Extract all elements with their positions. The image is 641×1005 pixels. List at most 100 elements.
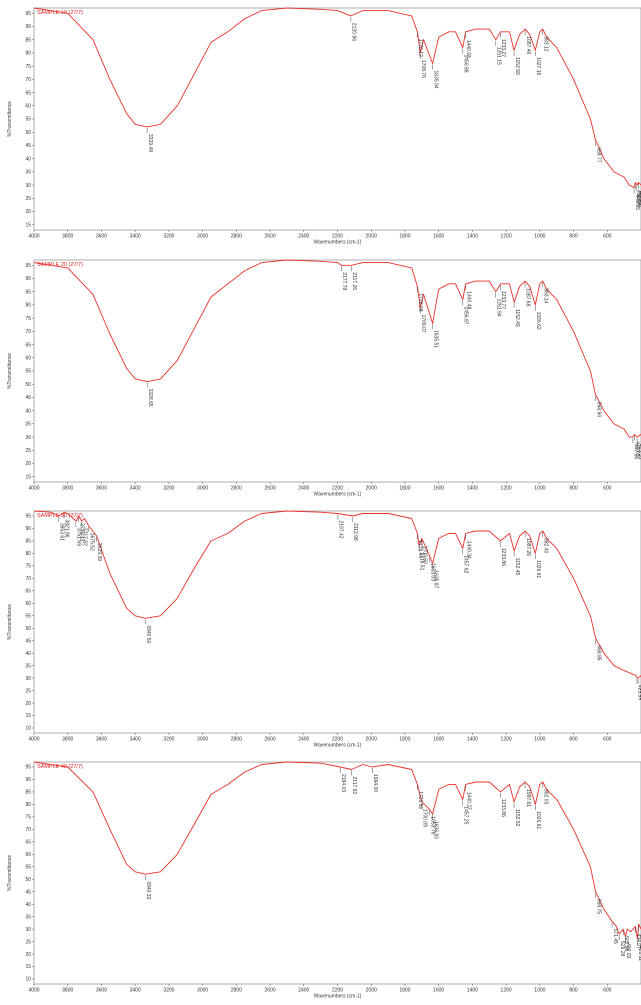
x-tick-label: 3200 (163, 737, 174, 743)
y-tick-label: 50 (25, 877, 31, 883)
peak-label: 1233.86 (500, 799, 506, 817)
ir-spectrum-chart: 10 15 20 25 30 35 40 45 50 55 60 65 70 75 80 85 90 95 4000… (7, 510, 641, 749)
peak-label: 3751.69 (76, 528, 82, 546)
peak-label: 414.48 (638, 932, 641, 948)
peak-label: 1635.51 (432, 330, 438, 348)
y-tick-label: 50 (25, 382, 31, 388)
x-tick-label: 1800 (399, 737, 410, 743)
peak-label: 1261.15 (496, 47, 502, 65)
y-tick-label: 55 (25, 613, 31, 619)
x-tick-label: 3800 (62, 486, 73, 492)
y-tick-label: 40 (25, 902, 31, 908)
x-tick-label: 1400 (467, 486, 478, 492)
peak-label: 1087.46 (525, 36, 531, 54)
y-tick-label: 80 (25, 303, 31, 309)
y-tick-label: 85 (25, 37, 31, 43)
spectrum-panel-2: 15 20 25 30 35 40 45 50 55 60 65 70 75 80 85 90 95 4000 38… (0, 254, 641, 498)
peak-label: 492.93 (625, 943, 631, 959)
y-tick-label: 65 (25, 589, 31, 595)
x-tick-label: 4000 (28, 234, 39, 240)
peak-label: 1440.34 (465, 541, 471, 559)
x-tick-label: 600 (603, 486, 612, 492)
peak-label: 505.96 (623, 936, 629, 952)
peak-label: 1635.94 (432, 71, 438, 89)
y-tick-label: 40 (25, 156, 31, 162)
y-tick-label: 80 (25, 551, 31, 557)
y-tick-label: 30 (25, 676, 31, 682)
ir-spectrum-chart: 15 20 25 30 35 40 45 50 55 60 65 70 75 80 85 90 95 4000 38… (7, 7, 641, 246)
peak-label: 3675.52 (88, 533, 94, 551)
peak-label: 1635.50 (432, 821, 438, 839)
x-tick-label: 1000 (534, 988, 545, 994)
x-tick-label: 800 (569, 988, 578, 994)
x-tick-label: 3400 (130, 486, 141, 492)
y-tick-label: 10 (25, 977, 31, 983)
x-tick-label: 3800 (62, 988, 73, 994)
x-tick-label: 2200 (332, 988, 343, 994)
x-tick-label: 1000 (534, 486, 545, 492)
x-tick-label: 1400 (467, 737, 478, 743)
ir-spectrum-chart: 15 20 25 30 35 40 45 50 55 60 65 70 75 80 85 90 95 4000 38… (7, 259, 641, 498)
peak-label: 1708.76 (420, 60, 426, 78)
x-tick-label: 2800 (231, 486, 242, 492)
peak-label: 1700.09 (422, 809, 428, 827)
peak-label: 1709.07 (420, 315, 426, 333)
x-tick-label: 600 (603, 234, 612, 240)
y-tick-label: 20 (25, 461, 31, 467)
y-tick-label: 80 (25, 802, 31, 808)
x-axis-title: Wavenumbers (cm-1) (314, 994, 362, 1000)
peak-label: 421.11 (637, 946, 641, 961)
y-tick-label: 70 (25, 576, 31, 582)
peak-label: 1994.00 (372, 774, 378, 792)
y-tick-label: 35 (25, 914, 31, 920)
peak-label: 440.95 (634, 195, 640, 211)
y-tick-label: 75 (25, 815, 31, 821)
peak-label: 433.94 (635, 190, 641, 206)
y-tick-label: 10 (25, 726, 31, 732)
x-tick-label: 2000 (366, 234, 377, 240)
x-tick-label: 1800 (399, 234, 410, 240)
y-tick-label: 95 (25, 765, 31, 771)
sample-title: SAMPLE 30 (27/7) (37, 513, 83, 519)
x-tick-label: 2000 (366, 737, 377, 743)
transmittance-trace (33, 761, 641, 940)
x-tick-label: 2400 (298, 737, 309, 743)
peak-label: 1087.26 (525, 538, 531, 556)
peak-label: 1152.45 (514, 558, 520, 576)
peak-label: 3340.33 (145, 881, 151, 899)
peak-label: 982.03 (543, 789, 549, 805)
x-tick-label: 3000 (197, 234, 208, 240)
y-tick-label: 15 (25, 222, 31, 228)
y-tick-label: 85 (25, 539, 31, 545)
y-tick-label: 85 (25, 289, 31, 295)
x-tick-label: 1200 (501, 234, 512, 240)
transmittance-trace (33, 259, 641, 438)
x-tick-label: 1000 (534, 234, 545, 240)
peak-label: 1261.94 (495, 299, 501, 317)
peak-label: 2117.26 (351, 272, 357, 290)
x-tick-label: 3000 (197, 737, 208, 743)
x-tick-label: 2200 (332, 234, 343, 240)
y-tick-label: 45 (25, 143, 31, 149)
x-tick-label: 3000 (197, 486, 208, 492)
peak-label: 423.35 (637, 444, 641, 460)
peak-label: 1152.52 (514, 809, 520, 827)
peak-label: 1456.87 (463, 307, 469, 325)
x-tick-label: 2600 (264, 486, 275, 492)
peak-label: 3853.61 (58, 523, 64, 541)
peak-label: 447.90 (633, 444, 639, 460)
x-tick-label: 2200 (332, 737, 343, 743)
peak-label: 1635.87 (432, 570, 438, 588)
x-tick-label: 2400 (298, 988, 309, 994)
y-axis-title: %Transmittance (7, 353, 13, 389)
peak-label: 2177.79 (341, 272, 347, 290)
y-tick-label: 40 (25, 651, 31, 657)
y-tick-label: 60 (25, 103, 31, 109)
plot-frame (33, 761, 641, 985)
x-tick-label: 1200 (501, 988, 512, 994)
peak-label: 1233.77 (500, 291, 506, 309)
y-tick-label: 60 (25, 355, 31, 361)
peak-label: 668.75 (595, 899, 601, 915)
x-tick-label: 2800 (231, 988, 242, 994)
x-tick-label: 2800 (231, 737, 242, 743)
